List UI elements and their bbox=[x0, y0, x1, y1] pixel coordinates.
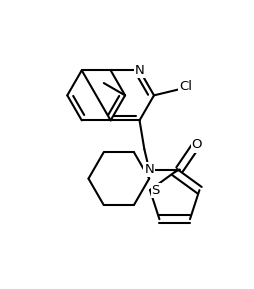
Text: N: N bbox=[144, 163, 153, 176]
Text: O: O bbox=[191, 138, 201, 151]
Text: Cl: Cl bbox=[179, 80, 192, 93]
Text: N: N bbox=[134, 64, 144, 77]
Text: S: S bbox=[151, 184, 159, 197]
